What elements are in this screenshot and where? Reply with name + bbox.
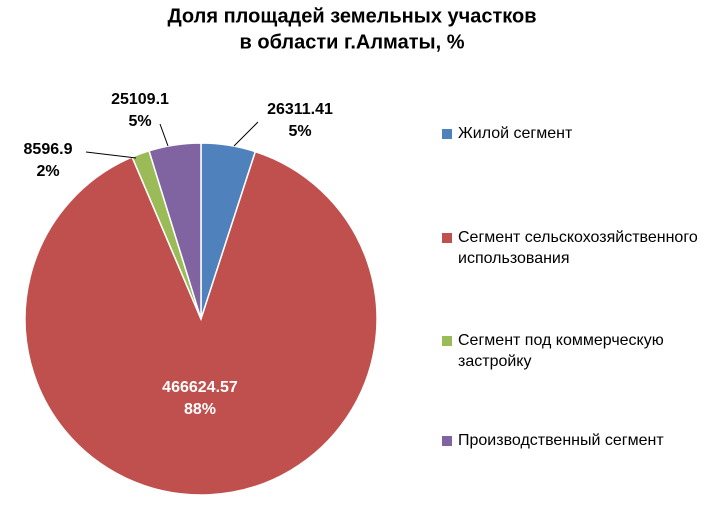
legend-swatch <box>442 129 452 139</box>
leader-line <box>159 123 169 147</box>
legend-label: Сегмент под коммерческую застройку <box>458 332 664 370</box>
pie-slice <box>24 150 378 496</box>
percent-label: 88% <box>184 401 216 418</box>
legend-entry: Жилой сегмент <box>440 123 715 144</box>
percent-label: 2% <box>36 163 59 180</box>
value-label: 466624.57 <box>162 379 238 396</box>
legend-swatch <box>442 336 452 346</box>
percent-label: 5% <box>288 123 311 140</box>
leader-lines <box>85 121 259 159</box>
data-labels: 26311.41 5% 466624.57 88% 8596.9 2% 25109.1 5% <box>24 91 333 418</box>
pie <box>24 142 378 496</box>
legend-swatch <box>442 436 452 446</box>
pie-slice <box>148 142 202 320</box>
legend-label: Жилой сегмент <box>458 125 573 142</box>
legend-label: Производственный сегмент <box>458 432 664 449</box>
legend-entry: Сегмент под коммерческую застройку <box>440 330 715 372</box>
legend-entry: Сегмент сельскохозяйственного использова… <box>440 227 715 269</box>
value-label: 8596.9 <box>24 141 73 158</box>
legend-entry: Производственный сегмент <box>440 430 715 451</box>
legend-label: Сегмент сельскохозяйственного использова… <box>458 229 698 267</box>
value-label: 26311.41 <box>267 101 333 118</box>
chart-title: Доля площадей земельных участков <box>167 5 536 27</box>
leader-line <box>233 121 259 147</box>
legend-swatch <box>442 233 452 243</box>
leader-line <box>85 151 137 159</box>
percent-label: 5% <box>128 113 151 130</box>
value-label: 25109.1 <box>111 91 169 108</box>
chart-title: в области г.Алматы, % <box>240 31 465 53</box>
